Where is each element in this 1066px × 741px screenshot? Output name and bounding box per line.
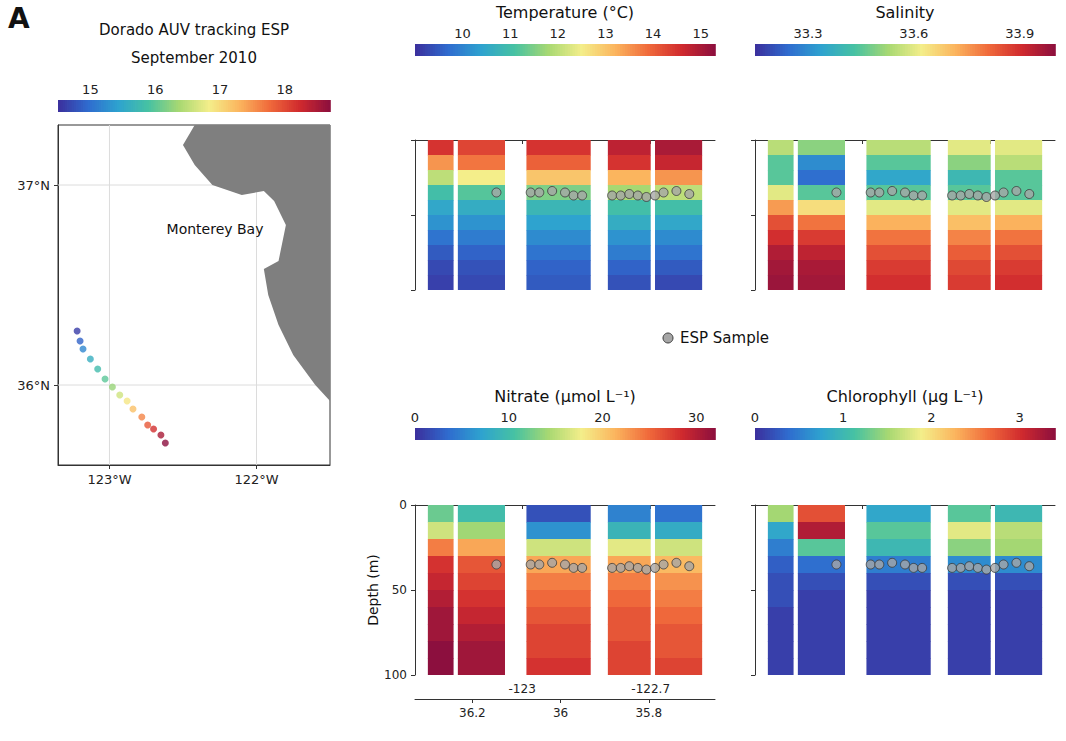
- svg-text:33.6: 33.6: [899, 26, 928, 41]
- svg-text:0: 0: [751, 410, 759, 425]
- svg-text:36: 36: [553, 706, 568, 720]
- svg-text:15: 15: [692, 26, 709, 41]
- svg-text:Depth (m): Depth (m): [365, 554, 381, 626]
- svg-text:20: 20: [594, 410, 611, 425]
- svg-text:2: 2: [927, 410, 935, 425]
- svg-text:36°N: 36°N: [17, 378, 50, 393]
- svg-text:0: 0: [399, 498, 407, 512]
- svg-text:ESP Sample: ESP Sample: [680, 329, 769, 347]
- svg-text:Dorado AUV tracking ESP: Dorado AUV tracking ESP: [99, 21, 289, 39]
- svg-text:-122.7: -122.7: [631, 682, 670, 696]
- svg-text:36.2: 36.2: [459, 706, 486, 720]
- svg-text:100: 100: [384, 668, 407, 682]
- svg-text:33.3: 33.3: [793, 26, 822, 41]
- svg-text:-123: -123: [509, 682, 536, 696]
- svg-text:123°W: 123°W: [87, 472, 131, 487]
- svg-text:30: 30: [688, 410, 705, 425]
- svg-text:September 2010: September 2010: [131, 49, 257, 67]
- svg-text:10: 10: [500, 410, 517, 425]
- svg-text:Chlorophyll (µg L⁻¹): Chlorophyll (µg L⁻¹): [827, 387, 984, 406]
- svg-text:12: 12: [550, 26, 567, 41]
- svg-text:122°W: 122°W: [234, 472, 278, 487]
- svg-text:16: 16: [147, 82, 164, 97]
- svg-text:0: 0: [411, 410, 419, 425]
- svg-text:17: 17: [212, 82, 229, 97]
- svg-text:50: 50: [392, 583, 407, 597]
- svg-text:Nitrate (µmol L⁻¹): Nitrate (µmol L⁻¹): [494, 387, 636, 406]
- svg-text:A: A: [8, 2, 30, 35]
- svg-text:14: 14: [645, 26, 662, 41]
- svg-text:10: 10: [454, 26, 471, 41]
- svg-text:11: 11: [502, 26, 519, 41]
- svg-text:33.9: 33.9: [1005, 26, 1034, 41]
- svg-text:3: 3: [1016, 410, 1024, 425]
- svg-text:35.8: 35.8: [635, 706, 662, 720]
- svg-text:Salinity: Salinity: [875, 3, 934, 22]
- svg-text:37°N: 37°N: [17, 178, 50, 193]
- svg-text:13: 13: [597, 26, 614, 41]
- svg-text:18: 18: [276, 82, 293, 97]
- svg-text:1: 1: [839, 410, 847, 425]
- svg-text:15: 15: [82, 82, 99, 97]
- svg-text:Monterey Bay: Monterey Bay: [167, 221, 264, 237]
- svg-text:Temperature (°C): Temperature (°C): [495, 3, 634, 22]
